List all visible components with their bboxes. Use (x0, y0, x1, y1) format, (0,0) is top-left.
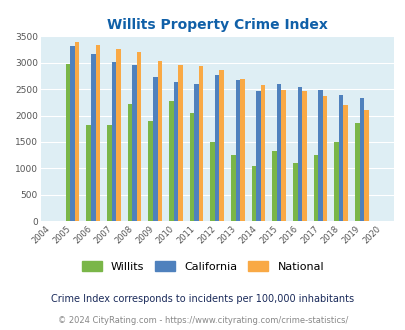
Bar (128, 104, 132, 221)
Bar (338, 95, 343, 221)
Bar (343, 105, 347, 221)
Bar (214, 75, 219, 221)
Bar (136, 51, 141, 221)
Bar (281, 90, 285, 221)
Bar (318, 90, 322, 221)
Bar (292, 163, 297, 221)
Bar (116, 49, 120, 221)
Bar (256, 91, 260, 221)
Bar (210, 143, 214, 221)
Bar (148, 121, 153, 221)
Bar (70, 46, 75, 221)
Bar (301, 91, 306, 221)
Bar (354, 123, 359, 221)
Text: Crime Index corresponds to incidents per 100,000 inhabitants: Crime Index corresponds to incidents per… (51, 294, 354, 304)
Bar (198, 66, 203, 221)
Bar (91, 54, 95, 221)
Bar (363, 110, 368, 221)
Bar (194, 84, 198, 221)
Bar (272, 151, 276, 221)
Bar (86, 125, 91, 221)
Bar (251, 166, 256, 221)
Bar (189, 113, 194, 221)
Bar (313, 154, 318, 221)
Bar (168, 101, 173, 221)
Bar (157, 61, 162, 221)
Bar (132, 65, 136, 221)
Bar (239, 79, 244, 221)
Bar (322, 96, 326, 221)
Bar (107, 125, 111, 221)
Legend: Willits, California, National: Willits, California, National (77, 257, 328, 277)
Bar (173, 82, 178, 221)
Bar (260, 85, 265, 221)
Bar (66, 64, 70, 221)
Text: © 2024 CityRating.com - https://www.cityrating.com/crime-statistics/: © 2024 CityRating.com - https://www.city… (58, 316, 347, 325)
Bar (230, 154, 235, 221)
Bar (333, 143, 338, 221)
Bar (297, 87, 301, 221)
Bar (95, 45, 100, 221)
Bar (219, 70, 224, 221)
Bar (359, 98, 363, 221)
Title: Willits Property Crime Index: Willits Property Crime Index (107, 18, 327, 32)
Bar (111, 62, 116, 221)
Bar (235, 80, 239, 221)
Bar (153, 78, 157, 221)
Bar (276, 84, 281, 221)
Bar (178, 65, 182, 221)
Bar (75, 42, 79, 221)
